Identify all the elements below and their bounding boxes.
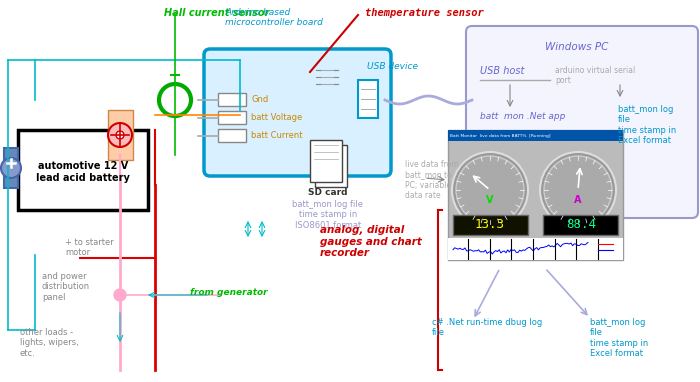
Circle shape xyxy=(114,289,126,301)
Bar xyxy=(448,130,623,260)
Text: 88.4: 88.4 xyxy=(566,219,596,231)
Text: USB device: USB device xyxy=(367,62,418,71)
Text: batt_mon log
file
time stamp in
Excel format: batt_mon log file time stamp in Excel fo… xyxy=(618,105,676,145)
Text: A: A xyxy=(574,195,582,205)
Text: batt Voltage: batt Voltage xyxy=(251,113,302,123)
Bar xyxy=(218,111,246,124)
Circle shape xyxy=(108,123,132,147)
Text: SD card: SD card xyxy=(308,188,348,197)
Circle shape xyxy=(540,152,616,228)
Text: + to starter
motor: + to starter motor xyxy=(65,238,113,257)
Bar xyxy=(310,140,342,182)
Text: live data from
batt_mon to
PC; variable
data rate: live data from batt_mon to PC; variable … xyxy=(405,160,458,200)
Bar xyxy=(218,129,246,142)
Text: batt Current: batt Current xyxy=(251,131,302,141)
Bar xyxy=(448,238,623,260)
Text: batt_mon log
file
time stamp in
Excel format: batt_mon log file time stamp in Excel fo… xyxy=(590,318,648,358)
Text: from generator: from generator xyxy=(190,288,267,297)
Text: Arduino based
microcontroller board: Arduino based microcontroller board xyxy=(225,8,323,28)
Bar xyxy=(543,215,618,235)
Bar xyxy=(108,110,133,160)
Text: batt_mon log file
time stamp in
ISO8601 format: batt_mon log file time stamp in ISO8601 … xyxy=(293,200,363,230)
Text: themperature sensor: themperature sensor xyxy=(365,8,484,18)
Bar xyxy=(453,215,528,235)
Circle shape xyxy=(452,152,528,228)
Text: c# .Net run-time dbug log
file: c# .Net run-time dbug log file xyxy=(432,318,542,337)
Text: and power
distribution
panel: and power distribution panel xyxy=(42,272,90,302)
Text: USB host: USB host xyxy=(480,66,524,76)
Bar xyxy=(4,148,18,188)
Text: arduino virtual serial
port: arduino virtual serial port xyxy=(555,66,636,86)
Bar xyxy=(315,145,347,187)
Text: batt  mon .Net app: batt mon .Net app xyxy=(480,112,566,121)
Text: V: V xyxy=(486,195,493,205)
Text: Hall current sensor: Hall current sensor xyxy=(164,8,270,18)
Circle shape xyxy=(456,156,524,224)
Text: analog, digital
gauges and chart
recorder: analog, digital gauges and chart recorde… xyxy=(320,225,422,258)
Text: automotive 12 V
lead acid battery: automotive 12 V lead acid battery xyxy=(36,161,130,183)
FancyBboxPatch shape xyxy=(204,49,391,176)
Bar xyxy=(218,93,246,106)
Bar xyxy=(18,130,148,210)
Bar xyxy=(358,80,378,118)
FancyBboxPatch shape xyxy=(466,26,698,218)
Text: 13.3: 13.3 xyxy=(475,219,505,231)
Circle shape xyxy=(116,131,124,139)
Text: Gnd: Gnd xyxy=(251,96,268,105)
Circle shape xyxy=(1,158,21,178)
Bar xyxy=(448,130,623,141)
Text: other loads -
lights, wipers,
etc.: other loads - lights, wipers, etc. xyxy=(20,328,78,358)
Text: Batt Monitor  live data from BATT%  [Running]: Batt Monitor live data from BATT% [Runni… xyxy=(450,133,550,138)
Circle shape xyxy=(544,156,612,224)
Text: Windows PC: Windows PC xyxy=(545,42,608,52)
